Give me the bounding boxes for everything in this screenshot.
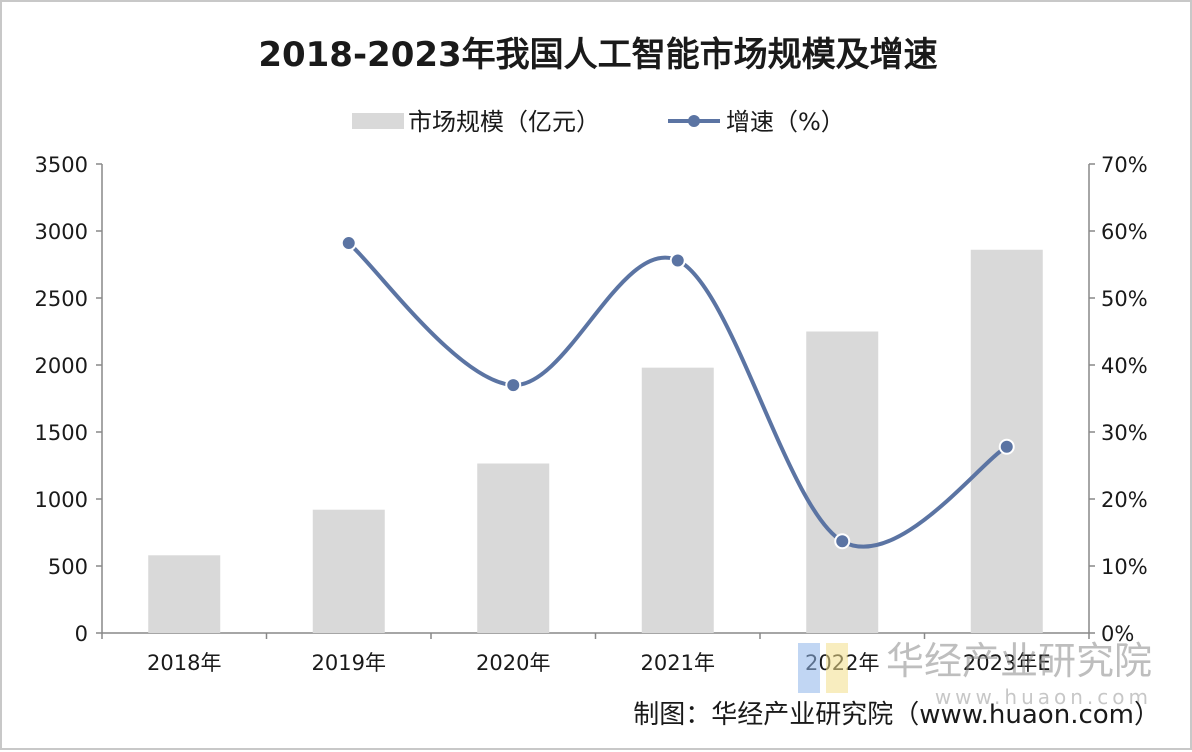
line-series — [340, 235, 1015, 550]
x-tick-label: 2019年 — [312, 651, 386, 675]
watermark-logo-blue — [798, 643, 820, 693]
watermark-logo-yellow — [826, 643, 848, 693]
left-y-tick-label: 500 — [48, 555, 88, 579]
growth-point-2 — [505, 377, 522, 394]
right-y-tick-labels: 0% 10% 20% 30% 40% 50% 60% 70% — [1089, 153, 1148, 646]
bar-0 — [148, 555, 221, 633]
legend: 市场规模（亿元） 增速（%） — [352, 108, 845, 136]
watermark-text: 华经产业研究院 — [886, 639, 1152, 683]
left-y-tick-label: 1000 — [35, 488, 88, 512]
x-tick-label: 2023年E — [963, 651, 1051, 675]
bar-3 — [641, 367, 714, 633]
growth-point-5 — [998, 438, 1015, 455]
right-y-tick-label: 40% — [1101, 354, 1148, 378]
x-tick-label: 2021年 — [641, 651, 715, 675]
growth-point-4 — [834, 533, 851, 550]
bar-4 — [806, 331, 879, 633]
left-y-tick-labels: 0 500 1000 1500 2000 2500 3000 3500 — [35, 153, 102, 646]
watermark: 华经产业研究院 www.huaon.com — [798, 639, 1152, 709]
right-y-tick-label: 20% — [1101, 488, 1148, 512]
growth-point-3 — [669, 252, 686, 269]
bar-series — [148, 249, 1043, 633]
source-note: 制图：华经产业研究院（www.huaon.com） — [633, 700, 1160, 730]
growth-point-1 — [340, 235, 357, 252]
bar-1 — [312, 509, 385, 633]
left-y-tick-label: 0 — [75, 622, 88, 646]
left-y-tick-label: 3000 — [35, 220, 88, 244]
left-y-tick-label: 3500 — [35, 153, 88, 177]
legend-line-marker — [688, 115, 700, 127]
chart-title: 2018-2023年我国人工智能市场规模及增速 — [258, 35, 937, 75]
watermark-url: www.huaon.com — [935, 685, 1152, 709]
legend-bar-swatch — [352, 113, 404, 129]
left-y-tick-label: 2500 — [35, 287, 88, 311]
bar-2 — [477, 463, 550, 633]
right-y-tick-label: 60% — [1101, 220, 1148, 244]
left-y-tick-label: 2000 — [35, 354, 88, 378]
legend-bar-label: 市场规模（亿元） — [408, 108, 600, 136]
left-y-tick-label: 1500 — [35, 421, 88, 445]
right-y-tick-label: 50% — [1101, 287, 1148, 311]
x-tick-label: 2020年 — [476, 651, 550, 675]
right-y-tick-label: 70% — [1101, 153, 1148, 177]
x-tick-label: 2018年 — [147, 651, 221, 675]
right-y-tick-label: 0% — [1101, 622, 1134, 646]
legend-line-label: 增速（%） — [726, 108, 845, 136]
right-y-tick-label: 10% — [1101, 555, 1148, 579]
right-y-tick-label: 30% — [1101, 421, 1148, 445]
